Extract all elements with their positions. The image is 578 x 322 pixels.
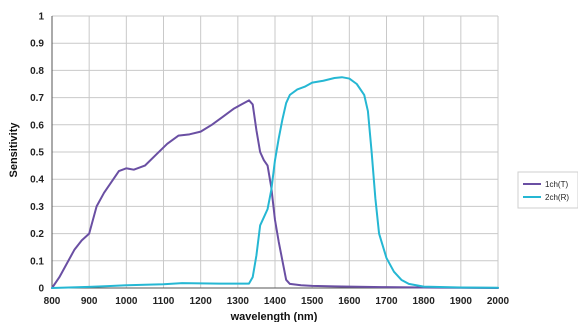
x-tick-label-5: 1300: [227, 296, 250, 307]
x-tick-label-0: 800: [44, 296, 61, 307]
y-tick-label-1: 0.1: [30, 256, 44, 267]
x-tick-label-9: 1700: [375, 296, 398, 307]
y-tick-label-5: 0.5: [30, 148, 44, 159]
x-axis-label: wavelength (nm): [230, 311, 318, 322]
x-tick-label-11: 1900: [450, 296, 473, 307]
y-tick-label-6: 0.6: [30, 120, 44, 131]
x-tick-label-10: 1800: [413, 296, 436, 307]
x-tick-label-1: 900: [81, 296, 98, 307]
series-line-1: [51, 99, 499, 289]
y-tick-label-10: 1: [38, 12, 44, 23]
y-tick-label-9: 0.9: [30, 39, 44, 50]
y-tick-label-4: 0.4: [30, 175, 44, 186]
x-tick-label-3: 1100: [153, 296, 175, 307]
x-tick-labels: 800 900 1000 1100 1200 1300 1400 1500 1600 1700 18…: [44, 296, 510, 307]
series-lines: [51, 76, 499, 289]
x-tick-label-2: 1000: [115, 296, 138, 307]
y-tick-label-7: 0.7: [30, 93, 44, 104]
y-tick-label-8: 0.8: [30, 66, 44, 77]
y-tick-label-2: 0.2: [30, 229, 44, 240]
legend-label-1: 1ch(T): [545, 180, 568, 189]
legend: 1ch(T) 2ch(R): [517, 171, 578, 209]
y-tick-label-0: 0: [38, 284, 44, 295]
y-axis-label: Sensitivity: [8, 122, 20, 178]
legend-box: [517, 171, 578, 209]
series-line-2: [51, 76, 499, 289]
x-tick-label-6: 1400: [264, 296, 287, 307]
x-tick-label-12: 2000: [487, 296, 510, 307]
x-tick-label-4: 1200: [190, 296, 213, 307]
x-tick-label-7: 1500: [301, 296, 324, 307]
x-tick-label-8: 1600: [338, 296, 361, 307]
grid-lines: [51, 15, 499, 289]
legend-label-2: 2ch(R): [545, 193, 569, 202]
y-tick-labels: 0 0.1 0.2 0.3 0.4 0.5 0.6 0.7 0.8 0.9 1: [30, 12, 44, 295]
y-tick-label-3: 0.3: [30, 202, 44, 213]
